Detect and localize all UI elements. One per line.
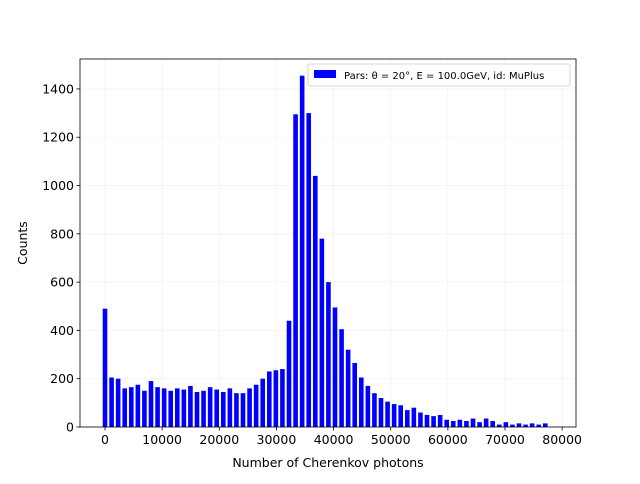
- bar: [523, 424, 528, 427]
- bar: [240, 393, 246, 427]
- x-tick-label: 20000: [199, 432, 239, 447]
- bar: [227, 388, 233, 427]
- bar: [319, 238, 325, 427]
- bar: [253, 384, 259, 427]
- bar: [161, 388, 167, 427]
- legend-swatch: [314, 70, 336, 78]
- x-tick-label: 40000: [314, 432, 354, 447]
- bar: [398, 405, 404, 427]
- bar: [214, 389, 220, 427]
- bar: [457, 419, 463, 427]
- bar: [155, 387, 160, 427]
- bar: [496, 424, 502, 427]
- bar: [470, 418, 476, 427]
- bar: [339, 329, 344, 427]
- x-tick-label: 10000: [142, 432, 182, 447]
- x-axis-label: Number of Cherenkov photons: [232, 455, 423, 470]
- bar: [529, 423, 535, 427]
- bar: [247, 388, 252, 427]
- bar: [122, 388, 128, 427]
- bar: [411, 407, 417, 427]
- bar: [372, 393, 377, 427]
- legend-frame: [307, 63, 571, 87]
- y-tick-label: 200: [50, 371, 74, 386]
- bar: [503, 422, 509, 427]
- bar: [418, 412, 423, 427]
- x-tick-label: 80000: [542, 432, 582, 447]
- bar: [148, 381, 154, 427]
- legend-label: Pars: θ = 20°, E = 100.0GeV, id: MuPlus: [344, 71, 544, 82]
- bar: [391, 404, 397, 427]
- y-tick-label: 600: [50, 275, 74, 290]
- y-tick-label: 400: [50, 323, 74, 338]
- bar: [174, 388, 180, 427]
- bar: [181, 389, 187, 427]
- bar: [207, 387, 213, 427]
- bar: [352, 363, 358, 427]
- bar: [516, 423, 522, 427]
- bar: [234, 393, 239, 427]
- y-tick-label: 1200: [42, 130, 74, 145]
- bar: [483, 418, 489, 427]
- bar: [326, 282, 331, 427]
- y-tick-label: 1000: [42, 178, 74, 193]
- bar: [332, 307, 338, 427]
- bar: [168, 390, 174, 427]
- bar: [450, 420, 456, 427]
- legend: Pars: θ = 20°, E = 100.0GeV, id: MuPlus: [307, 63, 571, 87]
- bar: [404, 410, 410, 427]
- bar: [135, 384, 141, 427]
- bar: [365, 385, 371, 427]
- bar: [345, 349, 351, 427]
- axes-frame: [79, 58, 577, 428]
- bar: [444, 419, 450, 427]
- x-tick-label: 70000: [485, 432, 525, 447]
- bar: [299, 75, 305, 428]
- y-axis-label: Counts: [15, 221, 30, 265]
- bar: [109, 377, 114, 427]
- x-tick-label: 0: [101, 432, 109, 447]
- bar: [510, 424, 515, 427]
- bar: [293, 114, 298, 428]
- bar: [260, 378, 266, 427]
- bar: [220, 391, 226, 427]
- x-tick-label: 50000: [371, 432, 411, 447]
- bar: [358, 377, 364, 427]
- bar: [286, 320, 292, 427]
- bar: [280, 369, 285, 427]
- y-tick-label: 1400: [42, 81, 74, 96]
- bar: [437, 414, 443, 427]
- bar: [102, 308, 108, 427]
- bar: [542, 423, 548, 427]
- bar: [188, 385, 193, 427]
- bar: [273, 370, 279, 427]
- bar: [536, 424, 542, 427]
- bar: [477, 422, 482, 427]
- bar: [385, 401, 390, 427]
- bar: [312, 175, 318, 427]
- bar: [378, 398, 384, 427]
- bar: [464, 420, 469, 427]
- bar: [201, 390, 206, 427]
- x-tick-label: 30000: [257, 432, 297, 447]
- bar: [115, 378, 121, 427]
- bar: [431, 416, 436, 427]
- bar: [128, 387, 134, 427]
- bar: [266, 371, 272, 427]
- bar: [194, 391, 200, 427]
- y-tick-label: 0: [66, 420, 74, 435]
- y-tick-label: 800: [50, 226, 74, 241]
- x-tick-label: 60000: [428, 432, 468, 447]
- bar: [306, 113, 312, 428]
- bar: [424, 414, 430, 427]
- bar: [142, 390, 147, 427]
- bar: [490, 420, 496, 427]
